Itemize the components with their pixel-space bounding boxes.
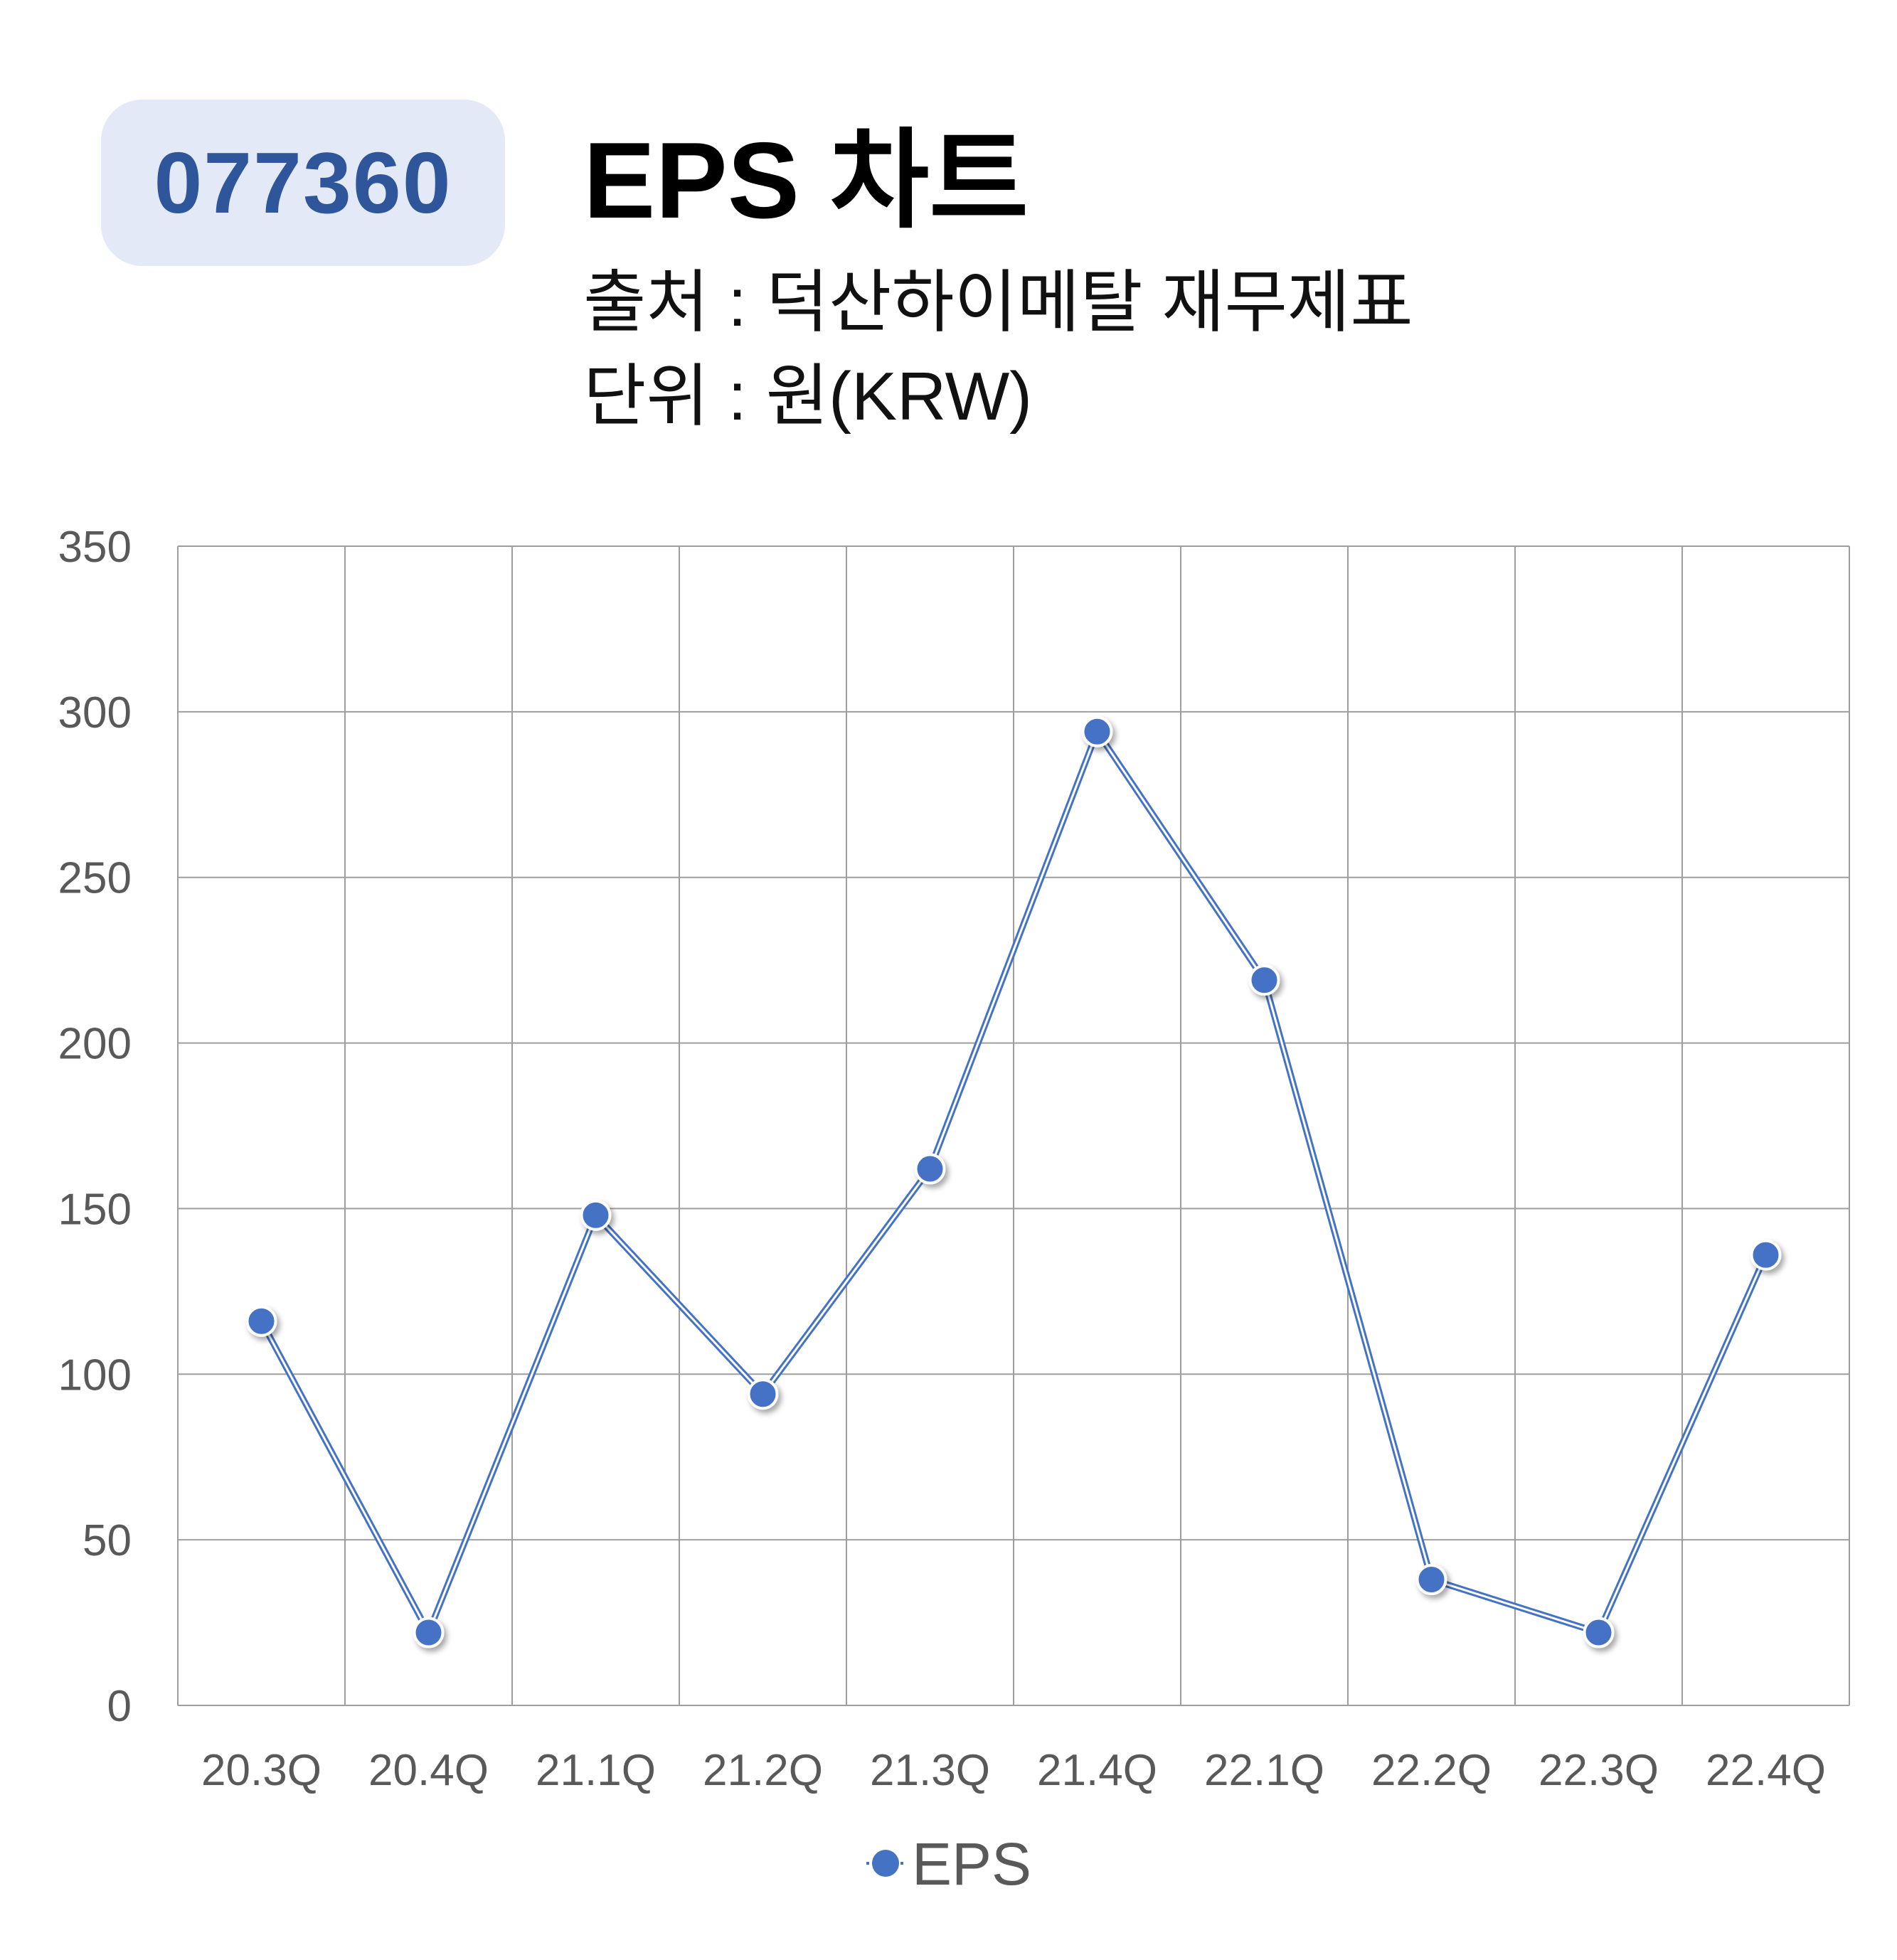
eps-data-point [245,1305,277,1337]
x-tick-label: 21.4Q [1037,1746,1157,1795]
x-tick-label: 22.2Q [1371,1746,1492,1795]
eps-data-point [1750,1239,1782,1271]
eps-data-point [747,1378,779,1410]
x-tick-label: 22.1Q [1204,1746,1324,1795]
y-tick-label: 50 [83,1516,132,1565]
legend-marker [872,1850,899,1877]
y-tick-label: 0 [107,1682,132,1731]
eps-data-point [914,1153,946,1185]
x-tick-label: 20.3Q [201,1746,322,1795]
y-tick-label: 200 [58,1020,132,1069]
legend: EPS [866,1831,1031,1897]
x-axis: 20.3Q 20.4Q 21.1Q 21.2Q 21.3Q 21.4Q 22.1Q 22.2Q… [201,1746,1826,1795]
eps-data-point [1415,1564,1447,1596]
series-line [258,728,1769,1636]
x-tick-label: 21.3Q [870,1746,990,1795]
y-tick-label: 150 [58,1185,132,1234]
eps-data-point [1583,1617,1615,1649]
x-tick-label: 22.3Q [1539,1746,1659,1795]
chart-title: EPS 차트 [583,120,1029,241]
legend-label: EPS [912,1831,1031,1897]
x-tick-label: 20.4Q [368,1746,489,1795]
y-tick-label: 350 [58,523,132,572]
x-tick-label: 21.2Q [703,1746,823,1795]
y-axis: 0 50 100 150 200 250 300 350 [58,523,132,1731]
ticker-code: 077360 [154,134,452,231]
x-tick-label: 21.1Q [536,1746,656,1795]
source-line: 출처 : 덕산하이메탈 재무제표 [583,265,1413,341]
eps-data-point [1248,964,1280,996]
y-tick-label: 100 [58,1351,132,1400]
eps-data-point [1081,715,1113,747]
eps-series-line-highlight [260,730,1767,1634]
unit-line: 단위 : 원(KRW) [583,358,1033,435]
x-tick-label: 22.4Q [1706,1746,1826,1795]
grid [177,545,1850,1706]
ticker-badge: 077360 [101,100,505,266]
y-tick-label: 300 [58,688,132,737]
y-tick-label: 250 [58,854,132,903]
eps-data-point [580,1199,612,1231]
series-points [245,715,1782,1649]
eps-data-point [413,1617,445,1649]
